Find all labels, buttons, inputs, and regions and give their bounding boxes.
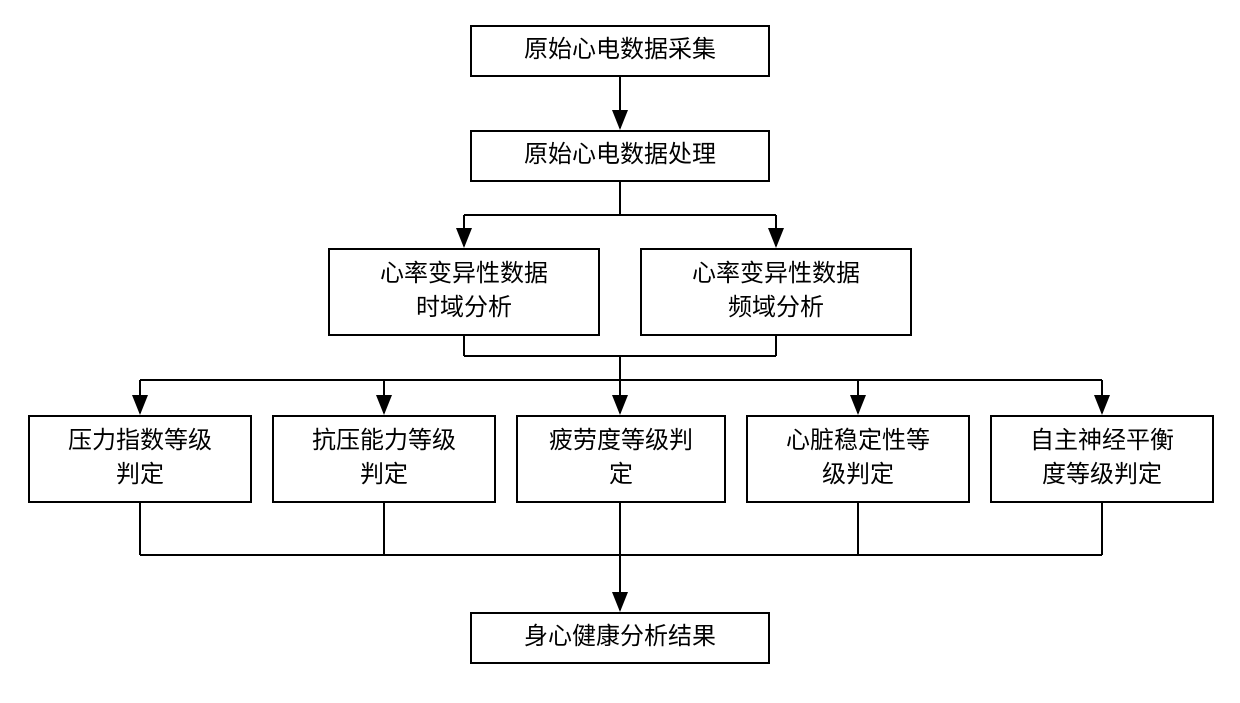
node-health-result: 身心健康分析结果 xyxy=(470,612,770,664)
node-label: 压力指数等级判定 xyxy=(68,425,212,492)
node-label: 原始心电数据采集 xyxy=(524,34,716,68)
node-fatigue-level: 疲劳度等级判定 xyxy=(516,415,726,503)
node-label: 自主神经平衡度等级判定 xyxy=(1030,425,1174,492)
node-label: 疲劳度等级判定 xyxy=(549,425,693,492)
node-pressure-index: 压力指数等级判定 xyxy=(28,415,252,503)
node-heart-stability: 心脏稳定性等级判定 xyxy=(746,415,970,503)
node-data-processing: 原始心电数据处理 xyxy=(470,130,770,182)
node-label: 原始心电数据处理 xyxy=(524,139,716,173)
node-stress-resistance: 抗压能力等级判定 xyxy=(272,415,496,503)
node-label: 心率变异性数据时域分析 xyxy=(380,258,548,325)
node-label: 抗压能力等级判定 xyxy=(312,425,456,492)
node-time-domain-analysis: 心率变异性数据时域分析 xyxy=(328,248,600,336)
node-label: 身心健康分析结果 xyxy=(524,621,716,655)
node-label: 心脏稳定性等级判定 xyxy=(786,425,930,492)
flowchart-connectors xyxy=(0,0,1240,703)
node-data-collection: 原始心电数据采集 xyxy=(470,25,770,77)
node-freq-domain-analysis: 心率变异性数据频域分析 xyxy=(640,248,912,336)
node-autonomic-balance: 自主神经平衡度等级判定 xyxy=(990,415,1214,503)
node-label: 心率变异性数据频域分析 xyxy=(692,258,860,325)
